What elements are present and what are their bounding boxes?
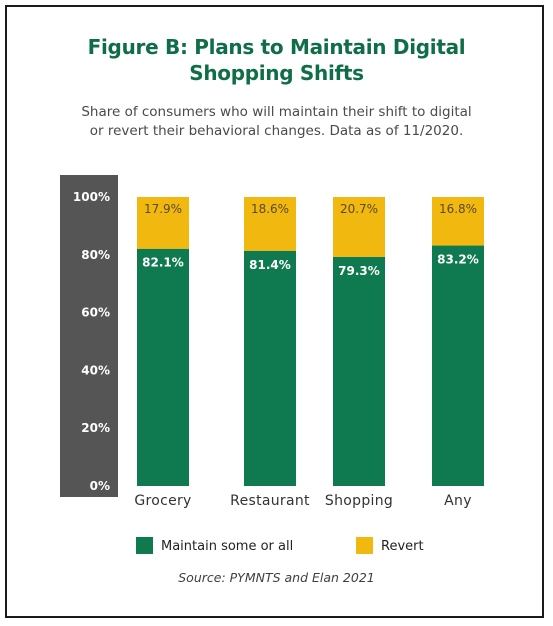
y-tick-label: 0%	[90, 479, 110, 493]
legend-label-revert: Revert	[381, 539, 424, 554]
y-axis-band	[60, 175, 118, 497]
chart-subtitle-line-1: Share of consumers who will maintain the…	[81, 104, 472, 120]
stacked-bar-chart: 0% 20% 40% 60% 80% 100% 82.1% 17.9% 81.4% 18.6% 7…	[60, 175, 484, 554]
chart-title: Figure B: Plans to Maintain Digital Shop…	[0, 34, 553, 86]
data-label-maintain: 81.4%	[249, 258, 291, 272]
bar-revert	[244, 197, 296, 251]
x-tick-label: Grocery	[134, 493, 191, 509]
y-tick-label: 60%	[81, 306, 110, 320]
bar-maintain	[137, 248, 189, 486]
bar-maintain	[432, 245, 484, 486]
legend-swatch-revert	[356, 537, 373, 554]
data-label-maintain: 82.1%	[142, 256, 184, 270]
chart-title-line-2: Shopping Shifts	[189, 61, 364, 85]
y-axis-ticks: 0% 20% 40% 60% 80% 100%	[73, 190, 110, 493]
data-label-revert: 20.7%	[340, 202, 378, 216]
bars-group: 82.1% 17.9% 81.4% 18.6% 79.3% 20.7% 83.2% 16.8%	[137, 197, 484, 486]
x-tick-label: Restaurant	[230, 493, 310, 509]
bar-revert	[137, 197, 189, 249]
legend-swatch-maintain	[136, 537, 153, 554]
y-tick-label: 80%	[81, 248, 110, 262]
y-tick-label: 40%	[81, 363, 110, 377]
x-axis-labels: Grocery Restaurant Shopping Any	[134, 493, 471, 509]
data-label-maintain: 79.3%	[338, 264, 380, 278]
bar-revert	[432, 197, 484, 246]
source-note: Source: PYMNTS and Elan 2021	[178, 570, 375, 585]
data-label-revert: 17.9%	[144, 202, 182, 216]
figure-frame	[5, 5, 544, 618]
y-tick-label: 100%	[73, 190, 110, 204]
legend: Maintain some or all Revert	[136, 537, 424, 554]
bar-revert	[333, 197, 385, 257]
chart-subtitle-line-2: or revert their behavioral changes. Data…	[89, 123, 464, 139]
data-label-maintain: 83.2%	[437, 253, 479, 267]
chart-subtitle: Share of consumers who will maintain the…	[0, 103, 553, 141]
y-tick-label: 20%	[81, 421, 110, 435]
legend-label-maintain: Maintain some or all	[161, 539, 293, 554]
x-tick-label: Any	[444, 493, 472, 509]
data-label-revert: 16.8%	[439, 202, 477, 216]
data-label-revert: 18.6%	[251, 202, 289, 216]
bar-maintain	[244, 250, 296, 486]
x-tick-label: Shopping	[325, 493, 393, 509]
chart-title-line-1: Figure B: Plans to Maintain Digital	[87, 35, 466, 59]
bar-maintain	[333, 256, 385, 486]
